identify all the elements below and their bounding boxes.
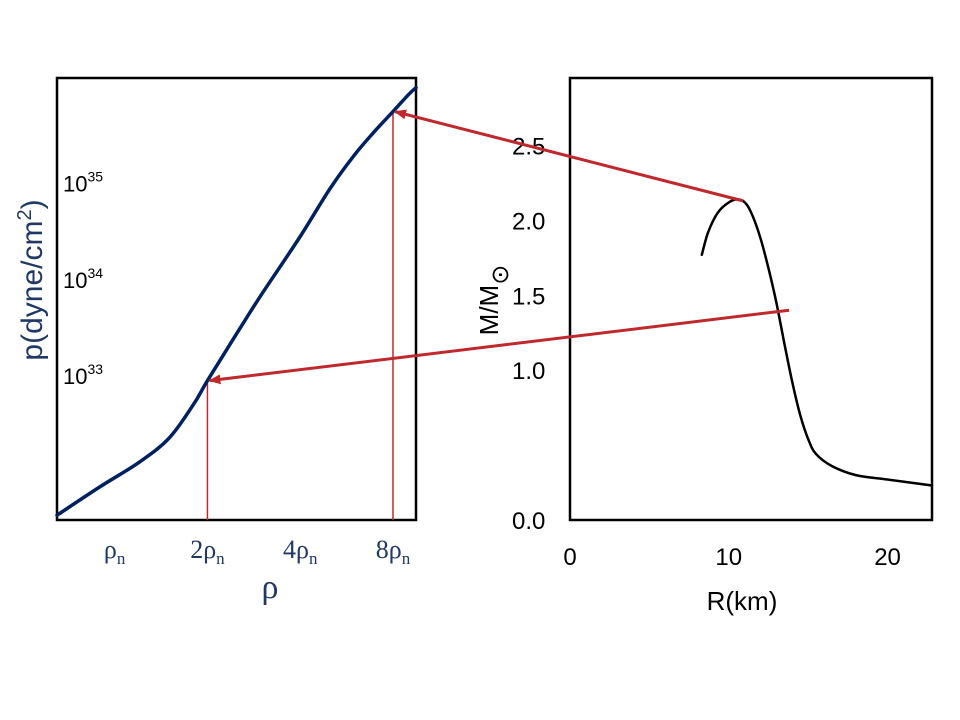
eos-x-ticks: ρn 2ρn 4ρn 8ρn [104, 535, 411, 568]
eos-x-tick-sym: ρ [389, 535, 402, 564]
mr-y-tick-label: 1.5 [512, 283, 545, 310]
mr-y-tick-label: 1.0 [512, 358, 545, 385]
eos-x-tick-sub: n [309, 549, 318, 568]
eos-x-tick-coef: 2 [190, 535, 203, 564]
eos-y-axis-label-tail: ) [16, 199, 49, 209]
eos-y-axis-label-sup: 2 [14, 209, 36, 220]
mapping-arrows [208, 109, 790, 385]
eos-x-tick-label: 2ρn [190, 535, 225, 568]
eos-x-tick-sym: ρ [296, 535, 309, 564]
mr-y-tick-label: 0.0 [512, 508, 545, 535]
mr-plot-frame [568, 76, 934, 522]
eos-x-tick-label: 8ρn [376, 535, 411, 568]
eos-x-tick-sym: ρ [203, 535, 216, 564]
mr-x-ticks: 0 10 20 [563, 544, 901, 571]
eos-y-tick-base: 10 [63, 268, 87, 293]
eos-x-tick-sym: ρ [104, 535, 117, 564]
eos-y-tick-base: 10 [63, 364, 87, 389]
eos-y-tick-label: 1033 [63, 361, 103, 389]
eos-x-tick-sub: n [216, 549, 225, 568]
mass-radius-curve [700, 198, 934, 487]
eos-x-axis-label: ρ [262, 569, 279, 606]
eos-curve [55, 85, 418, 517]
mr-x-tick-label: 10 [715, 544, 742, 571]
mr-y-axis-label-sub: ⊙ [487, 265, 514, 285]
eos-plot-frame [55, 76, 418, 522]
mr-y-ticks: 0.01.01.52.02.5 [512, 133, 545, 535]
eos-x-tick-coef: 4 [283, 535, 296, 564]
eos-x-tick-sub: n [117, 549, 126, 568]
eos-y-tick-base: 10 [63, 172, 87, 197]
mr-y-axis-label: M/M⊙ [474, 265, 514, 336]
mr-x-tick-label: 20 [874, 544, 901, 571]
mr-x-tick-label: 0 [563, 544, 576, 571]
eos-x-tick-label: ρn [104, 535, 126, 568]
eos-x-tick-coef: 8 [376, 535, 389, 564]
mapping-arrow [394, 109, 744, 203]
eos-x-tick-label: 4ρn [283, 535, 318, 568]
eos-y-axis-label: p(dyne/cm2) [14, 199, 49, 360]
eos-y-tick-label: 1034 [63, 265, 103, 293]
mr-y-tick-label: 2.0 [512, 208, 545, 235]
eos-x-tick-sub: n [402, 549, 411, 568]
eos-y-tick-label: 1035 [63, 169, 103, 197]
mapping-arrow [208, 308, 790, 385]
eos-guide-lines [206, 111, 394, 520]
mr-x-axis-label: R(km) [707, 586, 778, 616]
eos-y-tick-exp: 34 [87, 265, 103, 281]
eos-y-tick-exp: 35 [87, 169, 103, 185]
eos-y-tick-exp: 33 [87, 361, 103, 377]
